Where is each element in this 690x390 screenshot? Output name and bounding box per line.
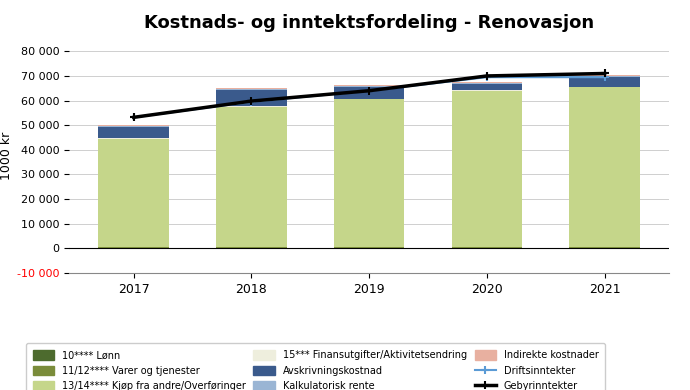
Bar (216, 88, 287, 89)
Bar (569, 87, 640, 247)
Bar (569, 76, 640, 77)
Bar (569, 75, 640, 76)
Bar (216, 107, 287, 247)
Bar (451, 83, 522, 84)
Bar (216, 106, 287, 107)
Bar (216, 89, 287, 90)
Bar (99, 138, 169, 139)
Bar (99, 127, 169, 138)
Bar (451, 84, 522, 90)
Bar (334, 99, 404, 247)
Bar (334, 85, 404, 87)
Bar (569, 77, 640, 87)
Title: Kostnads- og inntektsfordeling - Renovasjon: Kostnads- og inntektsfordeling - Renovas… (144, 14, 594, 32)
Bar (216, 90, 287, 106)
Bar (99, 125, 169, 126)
Bar (451, 247, 522, 248)
Bar (99, 126, 169, 127)
Bar (451, 82, 522, 83)
Bar (451, 90, 522, 91)
Bar (99, 247, 169, 248)
Bar (216, 247, 287, 248)
Bar (334, 87, 404, 99)
Bar (99, 139, 169, 247)
Bar (334, 247, 404, 248)
Bar (569, 247, 640, 248)
Bar (451, 91, 522, 247)
Y-axis label: 1000 kr: 1000 kr (0, 132, 12, 180)
Legend: 10**** Lønn, 11/12**** Varer og tjenester, 13/14**** Kjøp fra andre/Overføringer: 10**** Lønn, 11/12**** Varer og tjeneste… (26, 343, 605, 390)
